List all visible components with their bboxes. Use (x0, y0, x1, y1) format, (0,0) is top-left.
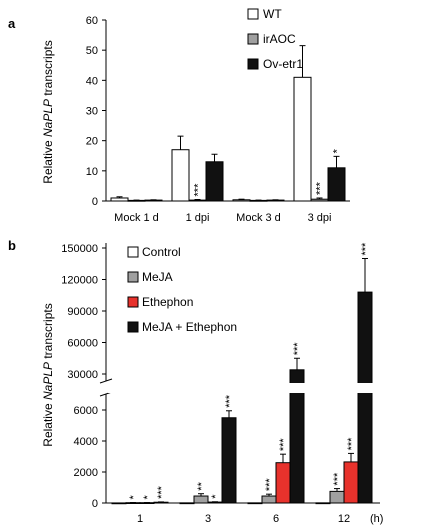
y-tick-label: 60000 (67, 338, 98, 350)
significance-label: *** (360, 242, 372, 256)
bar (110, 197, 129, 202)
bar (357, 291, 373, 504)
bar (247, 502, 263, 505)
y-tick-label: 150000 (61, 243, 98, 255)
significance-label: *** (292, 342, 304, 356)
x-tick-label: 1 dpi (186, 212, 210, 224)
legend-swatch (127, 296, 139, 308)
bar (188, 199, 207, 202)
bar (327, 167, 346, 202)
ylabel-suffix: transcripts (41, 303, 55, 362)
significance-label: *** (278, 438, 290, 452)
significance-label: *** (224, 394, 236, 408)
y-tick-label: 0 (92, 498, 98, 510)
panel-a: a Relative NaPLP transcripts 0 10 20 30 40 50… (8, 7, 350, 224)
bar (310, 198, 329, 202)
axis-break-gap (108, 383, 378, 393)
y-tick-label: 50 (86, 45, 98, 57)
y-tick-label: 30000 (67, 369, 98, 381)
significance-label: ** (196, 481, 208, 490)
legend-swatch (247, 58, 259, 70)
legend-label: Ov-etr1 (263, 57, 303, 71)
legend-swatch (247, 33, 259, 45)
x-tick-label: Mock 3 d (236, 212, 281, 224)
bar (111, 502, 127, 505)
panel-b-y-axis-label: Relative NaPLP transcripts (41, 303, 55, 446)
significance-label: *** (346, 437, 358, 451)
y-tick-label: 40 (86, 75, 98, 87)
significance-label: * (142, 495, 154, 500)
ylabel-prefix: Relative (41, 137, 55, 184)
y-tick-label: 0 (92, 196, 98, 208)
bar (293, 76, 312, 202)
legend-swatch (127, 271, 139, 283)
legend-label: irAOC (263, 32, 296, 46)
legend-label: MeJA (142, 270, 173, 284)
panel-b-axis-break-mark-top (99, 378, 113, 384)
y-tick-label: 6000 (74, 405, 98, 417)
y-tick-label: 20 (86, 136, 98, 148)
bar (205, 161, 224, 202)
y-tick-label: 10 (86, 166, 98, 178)
x-tick-label: Mock 1 d (114, 212, 159, 224)
ylabel-italic: NaPLP (41, 362, 55, 400)
ylabel-suffix: transcripts (41, 40, 55, 99)
significance-label: *** (264, 478, 276, 492)
significance-label: * (210, 494, 222, 499)
panel-a-label: a (8, 16, 16, 31)
legend-label: MeJA + Ethephon (142, 320, 237, 334)
y-tick-label: 30 (86, 106, 98, 118)
bar (171, 149, 190, 202)
legend-label: Control (142, 245, 181, 259)
ylabel-prefix: Relative (41, 400, 55, 447)
x-tick-label: 6 (273, 513, 279, 525)
bar (329, 490, 345, 504)
bar (221, 417, 237, 504)
significance-label: *** (332, 472, 344, 486)
y-tick-label: 60 (86, 15, 98, 27)
bar (232, 199, 251, 202)
y-tick-label: 4000 (74, 436, 98, 448)
panel-b: b Relative NaPLP transcripts 0 2000 4000 60… (8, 238, 383, 525)
significance-label: * (128, 495, 140, 500)
legend-swatch (127, 246, 139, 258)
x-tick-label: 3 (205, 513, 211, 525)
legend-label: Ethephon (142, 295, 193, 309)
ylabel-italic: NaPLP (41, 99, 55, 137)
legend-swatch (247, 8, 259, 20)
x-tick-label: 1 (137, 513, 143, 525)
significance-label: *** (193, 183, 205, 197)
bar (343, 461, 359, 504)
bar (261, 495, 277, 504)
x-tick-label: 12 (338, 513, 350, 525)
x-tick-label: 3 dpi (308, 212, 332, 224)
bar (315, 502, 331, 505)
panel-a-y-axis-label: Relative NaPLP transcripts (41, 40, 55, 183)
y-tick-label: 90000 (67, 306, 98, 318)
bar (179, 502, 195, 505)
significance-label: *** (315, 181, 327, 195)
significance-label: *** (156, 485, 168, 499)
significance-label: * (332, 148, 344, 153)
legend-swatch (127, 321, 139, 333)
bar (275, 462, 291, 504)
y-tick-label: 2000 (74, 467, 98, 479)
panel-b-x-unit: (h) (370, 513, 383, 525)
panel-b-label: b (8, 238, 16, 253)
legend-label: WT (263, 7, 282, 21)
y-tick-label: 120000 (61, 275, 98, 287)
bar (193, 495, 209, 504)
